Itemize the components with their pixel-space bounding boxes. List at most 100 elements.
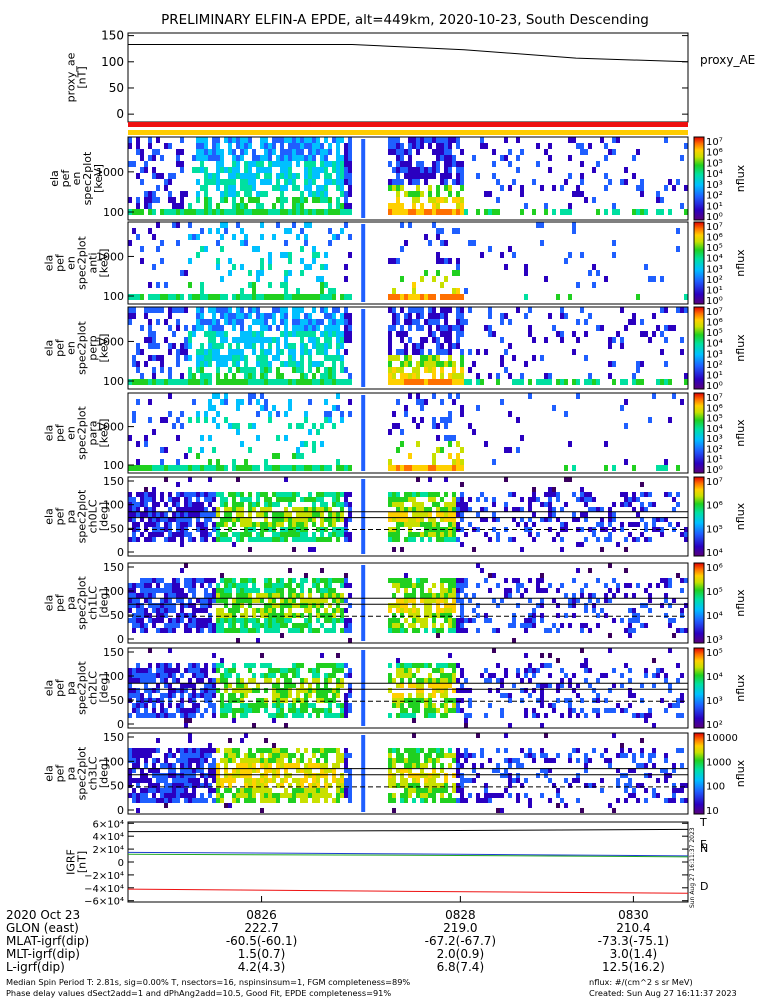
- heatmap-cell: [432, 628, 436, 633]
- heatmap-cell: [432, 331, 436, 337]
- heatmap-cell: [396, 355, 400, 361]
- heatmap-cell: [184, 758, 188, 763]
- heatmap-cell: [276, 411, 280, 417]
- heatmap-cell: [332, 763, 336, 768]
- heatmap-cell: [392, 492, 396, 497]
- heatmap-cell: [160, 465, 164, 471]
- heatmap-cell: [436, 522, 440, 527]
- heatmap-cell: [256, 411, 260, 417]
- heatmap-cell: [252, 578, 256, 583]
- heatmap-cell: [148, 137, 152, 143]
- heatmap-cell: [152, 532, 156, 537]
- heatmap-cell: [312, 294, 316, 300]
- heatmap-cell: [588, 527, 592, 532]
- heatmap-cell: [176, 465, 180, 471]
- heatmap-cell: [252, 288, 256, 294]
- heatmap-cell: [468, 240, 472, 246]
- heatmap-cell: [620, 405, 624, 411]
- heatmap-cell: [244, 703, 248, 708]
- heatmap-cell: [684, 373, 688, 379]
- heatmap-cell: [324, 209, 328, 215]
- heatmap-cell: [312, 258, 316, 264]
- heatmap-cell: [244, 798, 248, 803]
- heatmap-cell: [416, 522, 420, 527]
- heatmap-cell: [208, 149, 212, 155]
- heatmap-cell: [332, 593, 336, 598]
- heatmap-cell: [156, 355, 160, 361]
- heatmap-cell: [588, 593, 592, 598]
- heatmap-cell: [188, 618, 192, 623]
- heatmap-cell: [140, 578, 144, 583]
- heatmap-cell: [320, 588, 324, 593]
- heatmap-cell: [428, 313, 432, 319]
- heatmap-cell: [516, 673, 520, 678]
- heatmap-cell: [200, 793, 204, 798]
- heatmap-cell: [568, 713, 572, 718]
- heatmap-cell: [160, 361, 164, 367]
- heatmap-cell: [448, 337, 452, 343]
- heatmap-cell: [668, 623, 672, 628]
- heatmap-cell: [544, 628, 548, 633]
- heatmap-cell: [520, 688, 524, 693]
- heatmap-cell: [312, 673, 316, 678]
- heatmap-cell: [468, 688, 472, 693]
- heatmap-cell: [264, 758, 268, 763]
- heatmap-cell: [220, 313, 224, 319]
- heatmap-cell: [392, 143, 396, 149]
- heatmap-cell: [436, 423, 440, 429]
- heatmap-cell: [404, 343, 408, 349]
- heatmap-cell: [336, 593, 340, 598]
- heatmap-cell: [316, 137, 320, 143]
- panel-frame: [127, 32, 689, 123]
- heatmap-cell: [340, 337, 344, 343]
- heatmap-cell: [228, 313, 232, 319]
- heatmap-cell: [324, 355, 328, 361]
- heatmap-cell: [396, 319, 400, 325]
- heatmap-cell: [204, 185, 208, 191]
- heatmap-cell: [392, 379, 396, 385]
- heatmap-cell: [200, 465, 204, 471]
- heatmap-cell: [300, 788, 304, 793]
- heatmap-cell: [248, 578, 252, 583]
- heatmap-cell: [632, 713, 636, 718]
- heatmap-cell: [132, 517, 136, 522]
- heatmap-cell: [212, 393, 216, 399]
- heatmap-cell: [232, 578, 236, 583]
- heatmap-cell: [396, 294, 400, 300]
- heatmap-cell: [212, 748, 216, 753]
- heatmap-cell: [408, 379, 412, 385]
- heatmap-cell: [256, 778, 260, 783]
- heatmap-cell: [220, 155, 224, 161]
- heatmap-cell: [240, 683, 244, 688]
- heatmap-cell: [184, 583, 188, 588]
- heatmap-cell: [600, 137, 604, 143]
- heatmap-cell: [184, 713, 188, 718]
- heatmap-cell: [248, 343, 252, 349]
- heatmap-cell: [200, 668, 204, 673]
- heatmap-cell: [272, 313, 276, 319]
- heatmap-cell: [344, 522, 348, 527]
- heatmap-cell: [180, 542, 184, 547]
- heatmap-cell: [460, 673, 464, 678]
- heatmap-cell: [568, 678, 572, 683]
- heatmap-cell: [136, 758, 140, 763]
- heatmap-cell: [160, 492, 164, 497]
- heatmap-cell: [232, 373, 236, 379]
- heatmap-cell: [588, 379, 592, 385]
- heatmap-cell: [308, 683, 312, 688]
- heatmap-cell: [332, 668, 336, 673]
- heatmap-cell: [556, 628, 560, 633]
- heatmap-cell: [240, 773, 244, 778]
- heatmap-cell: [256, 173, 260, 179]
- heatmap-cell: [272, 698, 276, 703]
- heatmap-cell: [180, 793, 184, 798]
- heatmap-cell: [208, 435, 212, 441]
- heatmap-cell: [196, 379, 200, 385]
- heatmap-cell: [528, 507, 532, 512]
- heatmap-cell: [252, 161, 256, 167]
- heatmap-cell: [292, 222, 296, 228]
- heatmap-cell: [492, 512, 496, 517]
- heatmap-cell: [572, 492, 576, 497]
- heatmap-cell: [288, 209, 292, 215]
- heatmap-cell: [164, 447, 168, 453]
